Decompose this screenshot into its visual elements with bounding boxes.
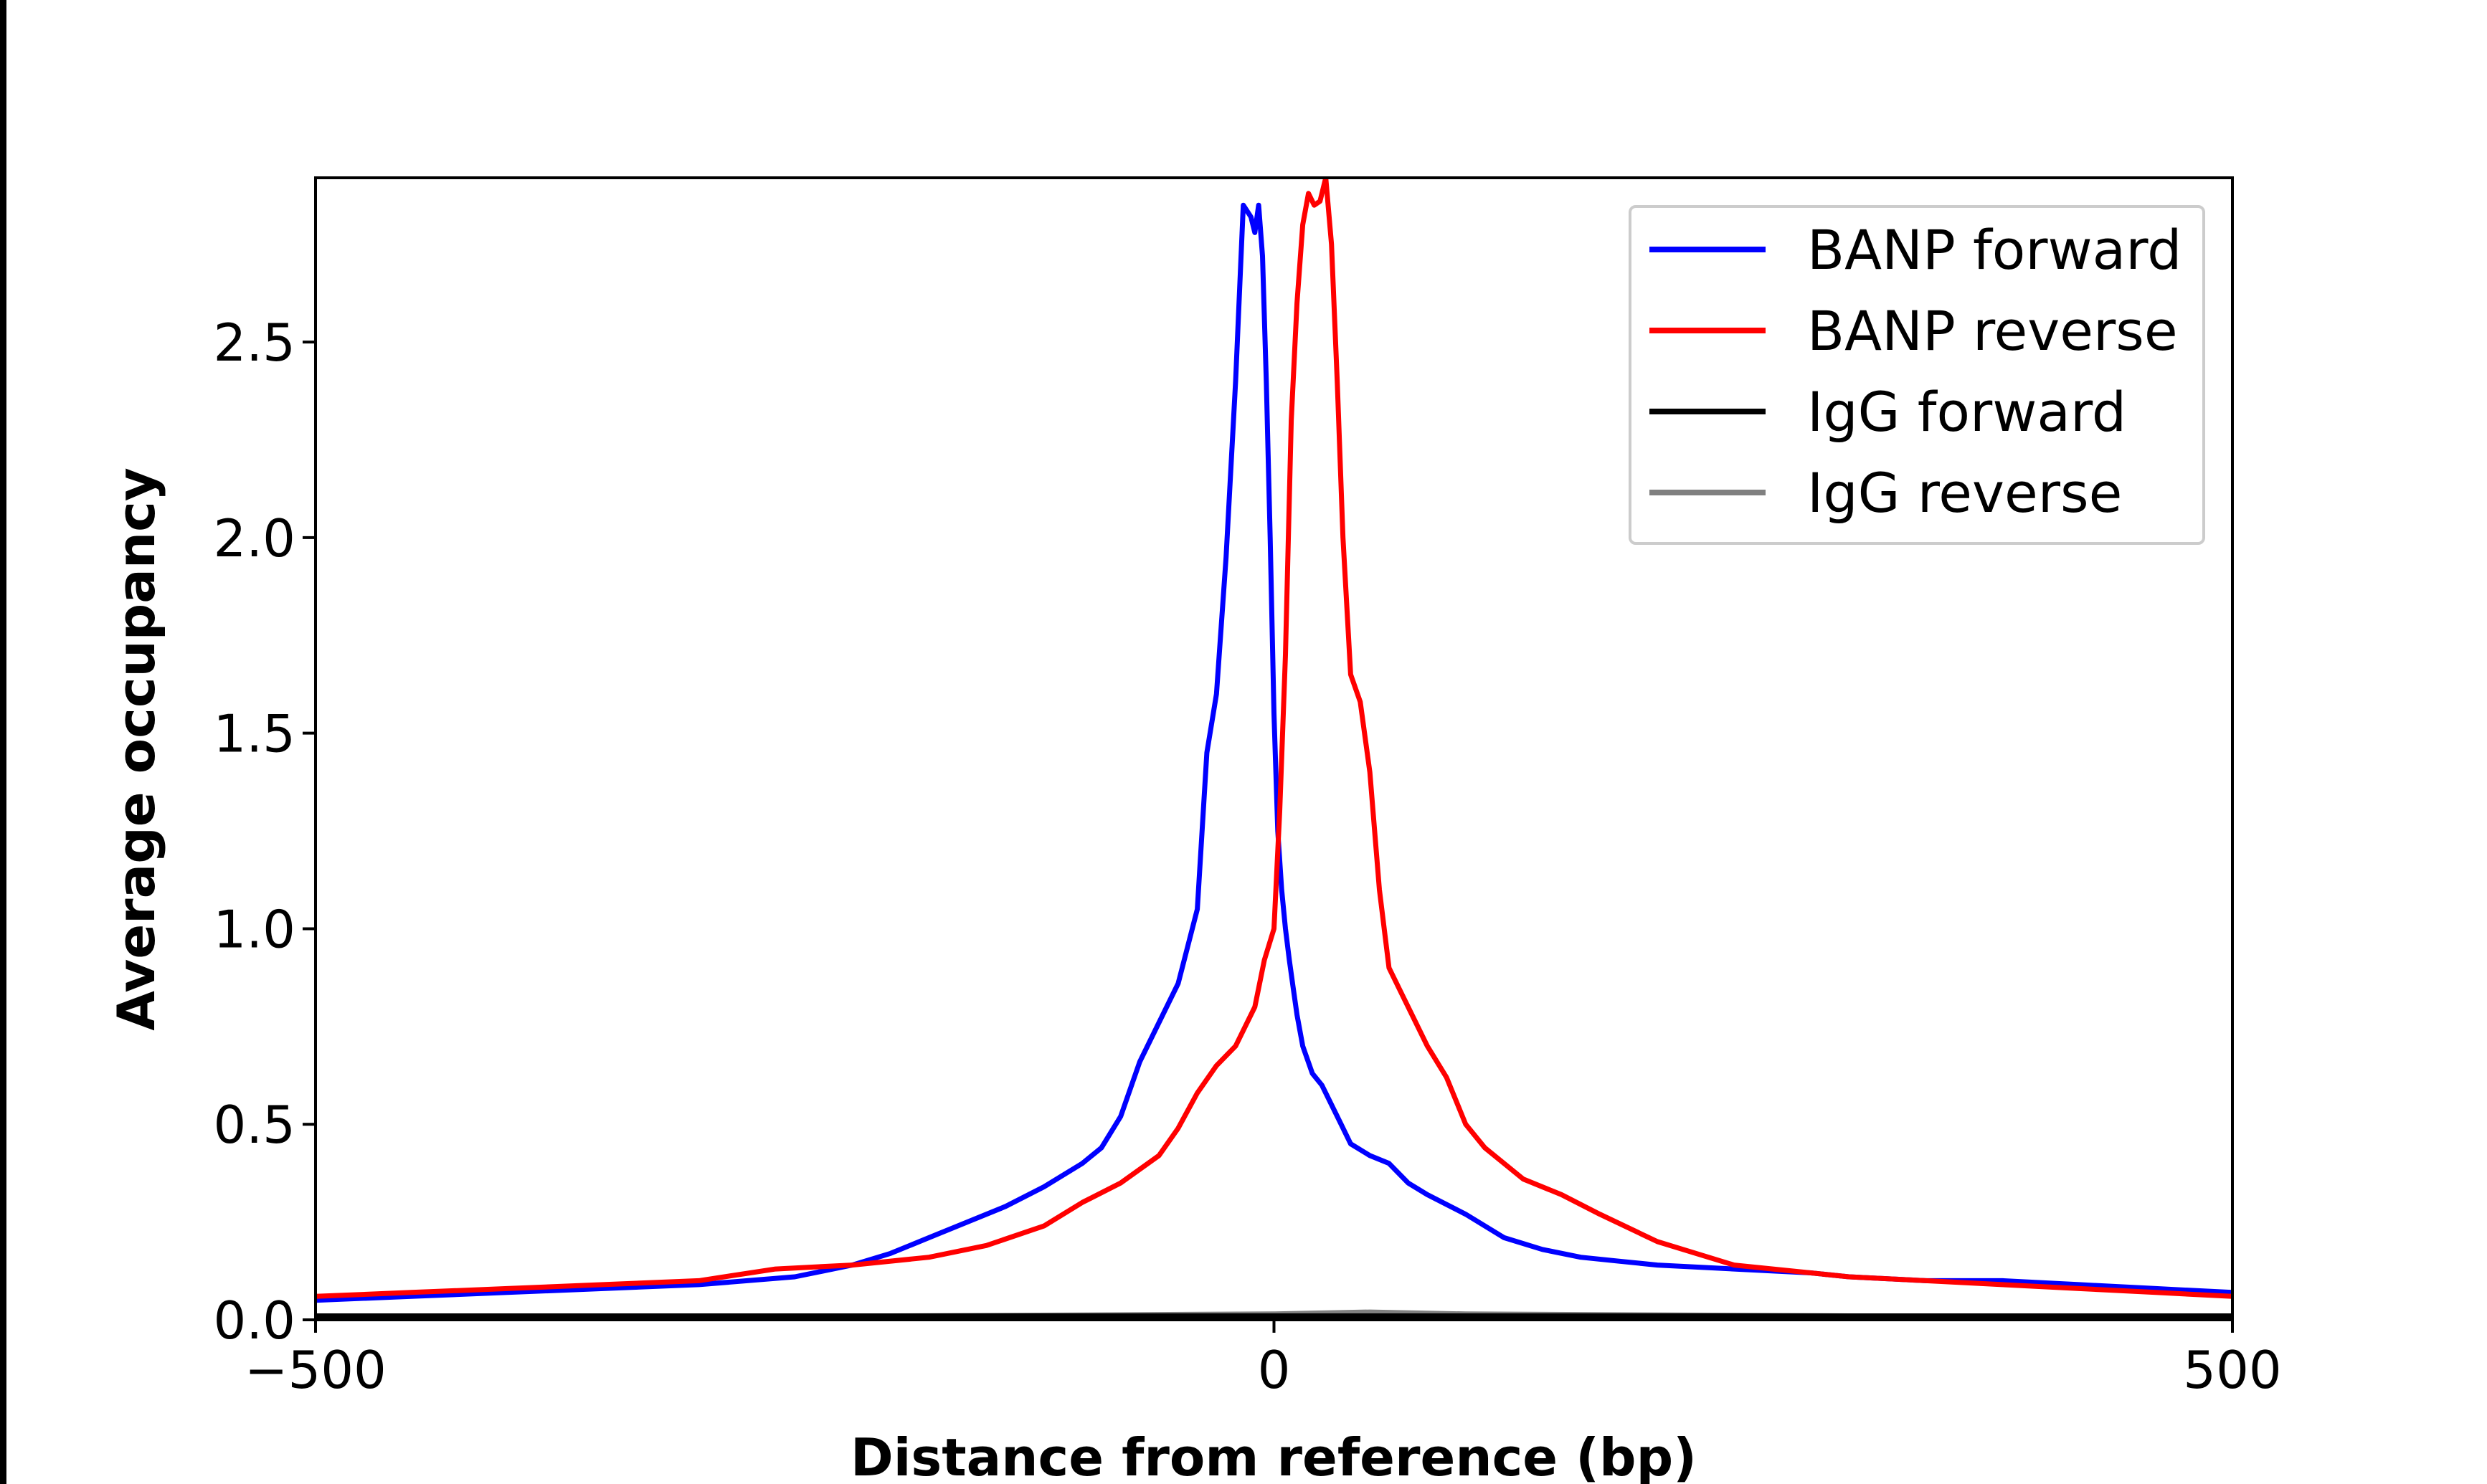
y-tick-label: 2.5: [213, 313, 295, 373]
x-axis-title: Distance from reference (bp): [851, 1427, 1697, 1484]
y-tick-label: 1.5: [213, 704, 295, 764]
legend: BANP forward BANP reverse IgG forward IgG r…: [1629, 205, 2205, 545]
plot-lines: [316, 178, 2232, 1318]
legend-label: BANP reverse: [1807, 299, 2178, 363]
x-tick-label: −500: [245, 1340, 387, 1400]
series-line-banp-forward: [316, 202, 2232, 1303]
legend-label: BANP forward: [1807, 218, 2182, 282]
legend-label: IgG forward: [1807, 380, 2126, 444]
y-tick-label: 0.5: [213, 1095, 295, 1155]
image-left-border: [0, 0, 6, 1484]
legend-box: [1629, 205, 2205, 545]
y-tick-label: 2.0: [213, 508, 295, 569]
y-tick-label: 1.0: [213, 899, 295, 959]
x-tick-label: 0: [1258, 1340, 1291, 1400]
x-tick-label: 500: [2183, 1340, 2281, 1400]
y-tick-label: 0.0: [213, 1290, 295, 1351]
y-axis-title: Average occupancy: [106, 467, 166, 1031]
axis-ticks: −500 0 500 0.0 0.5 1.0 1.5 2.0 2.5: [213, 313, 2281, 1400]
series-line-banp-reverse: [316, 178, 2232, 1299]
legend-label: IgG reverse: [1807, 461, 2122, 525]
